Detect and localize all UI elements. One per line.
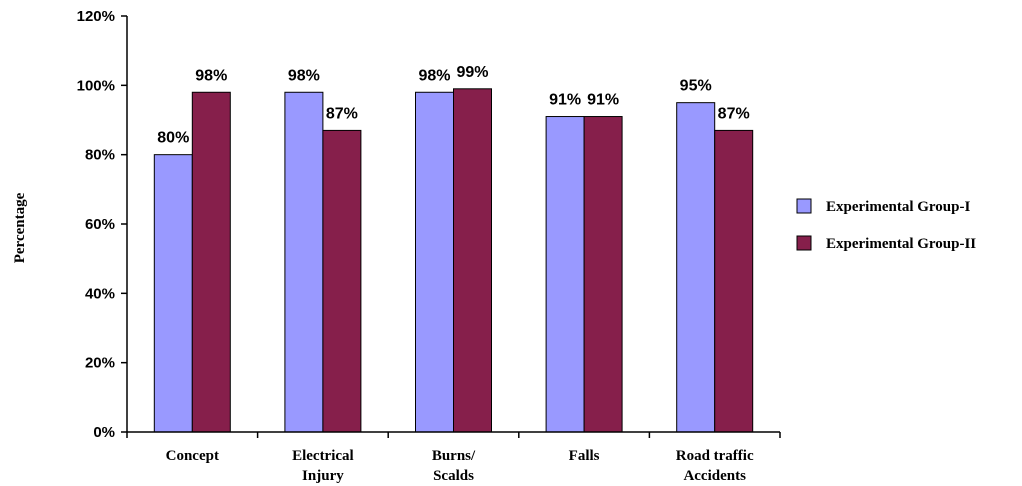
y-tick-label: 0% <box>93 424 115 441</box>
data-labels: 80% 98% 98% 87% 98% 99% 91% 91% 95% 87% <box>157 64 749 147</box>
bar-group-1 <box>676 102 716 433</box>
data-label: 80% <box>157 130 189 147</box>
bar-group-1 <box>284 91 324 433</box>
data-label: 87% <box>718 105 750 122</box>
x-category-label: Electrical Injury <box>292 448 354 484</box>
bar-group-2 <box>714 129 754 433</box>
y-tick-label: 20% <box>85 355 115 372</box>
axes <box>126 16 781 438</box>
legend: Experimental Group-I Experimental Group-I… <box>796 198 976 252</box>
x-category-label: Burns/Scalds <box>432 448 476 484</box>
bar-group-1 <box>153 154 193 433</box>
bar-group-2 <box>191 91 231 433</box>
x-category-label: Road traffic Accidents <box>676 448 754 484</box>
data-label: 87% <box>326 105 358 122</box>
data-label: 98% <box>418 67 450 84</box>
bar-group-2 <box>322 129 362 433</box>
data-label: 99% <box>456 64 488 81</box>
data-label: 98% <box>195 67 227 84</box>
bars <box>153 88 754 433</box>
data-label: 91% <box>587 92 619 109</box>
y-tick-label: 80% <box>85 147 115 164</box>
legend-label: Experimental Group-I <box>826 199 970 215</box>
legend-label: Experimental Group-II <box>826 236 976 252</box>
data-label: 98% <box>288 67 320 84</box>
bar-group-2 <box>453 88 492 433</box>
y-axis-ticks: 0% 20% 40% 60% 80% 100% 120% <box>77 8 127 441</box>
legend-swatch <box>796 235 812 251</box>
data-label: 95% <box>680 78 712 95</box>
x-axis-categories: Concept Electrical Injury Burns/Scalds Falls… <box>166 448 754 484</box>
y-tick-label: 120% <box>77 8 115 25</box>
bar-group-1 <box>415 91 454 433</box>
legend-swatch <box>796 198 812 214</box>
x-category-label: Concept <box>166 448 219 464</box>
x-category-label: Falls <box>569 448 600 464</box>
bar-group-2 <box>583 116 623 433</box>
y-axis-label: Percentage <box>12 192 28 263</box>
bar-group-1 <box>545 116 585 433</box>
y-tick-label: 60% <box>85 216 115 233</box>
y-tick-label: 100% <box>77 77 115 94</box>
data-label: 91% <box>549 92 581 109</box>
y-tick-label: 40% <box>85 285 115 302</box>
